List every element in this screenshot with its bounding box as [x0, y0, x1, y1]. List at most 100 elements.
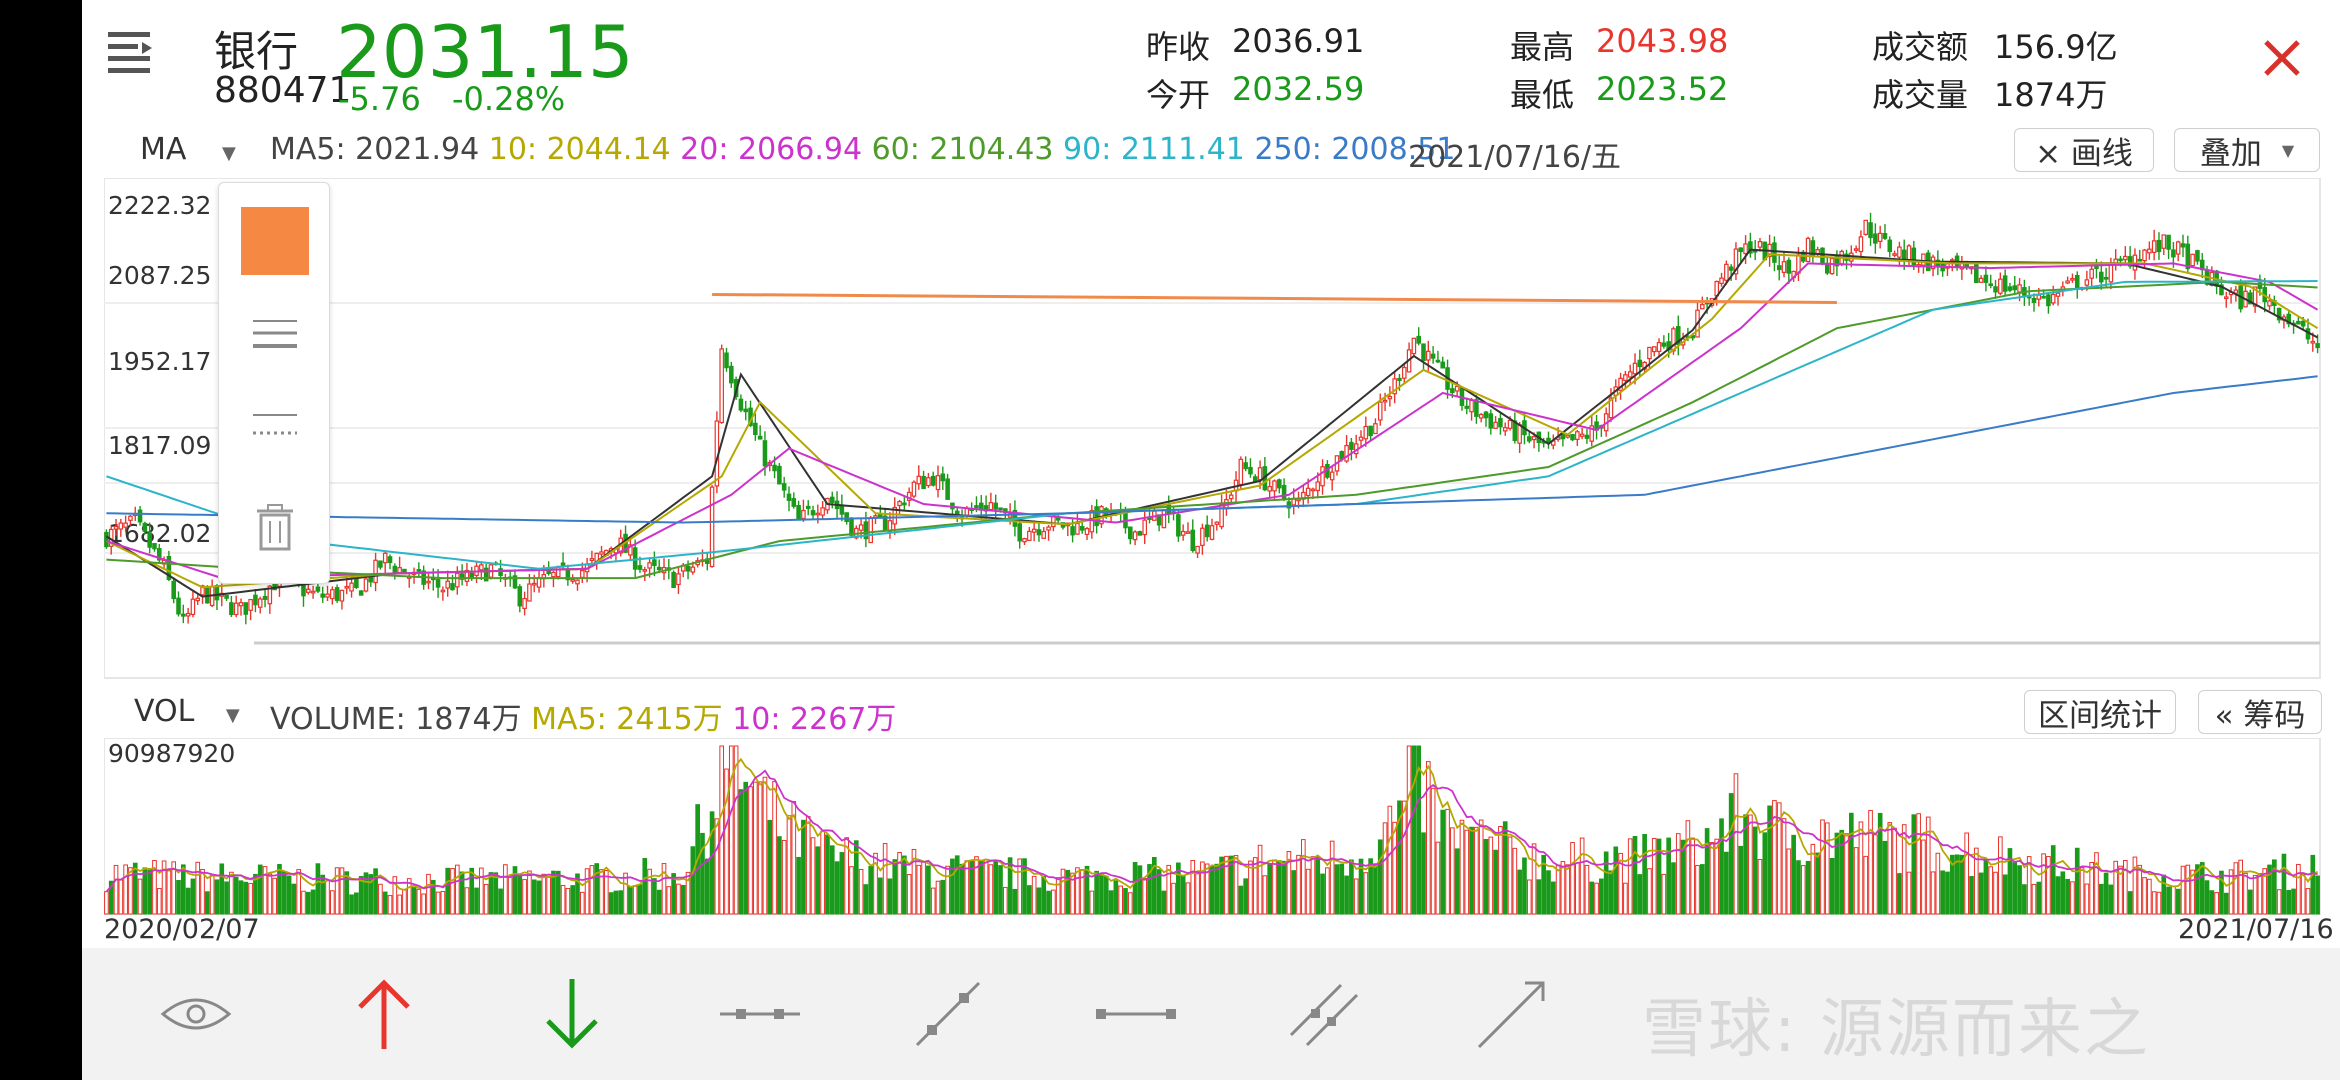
ma-line-20	[106, 262, 2319, 580]
candle-body	[517, 586, 523, 607]
arrow-down-icon[interactable]	[512, 948, 632, 1080]
chips-button[interactable]: « 筹码	[2198, 690, 2322, 734]
volume-bar	[2108, 884, 2114, 915]
candle-body	[1267, 485, 1272, 492]
volume-bar	[1334, 864, 1340, 915]
candle-body	[1070, 526, 1075, 536]
candle-body	[805, 505, 811, 509]
volume-bar	[897, 852, 902, 915]
candle-body	[1435, 359, 1441, 363]
price-change: -5.76	[338, 80, 421, 118]
volume-bar	[238, 880, 244, 915]
candle-body	[330, 589, 335, 600]
line-style-icon[interactable]	[241, 405, 309, 445]
arrow-up-icon[interactable]	[324, 948, 444, 1080]
volume-bar	[704, 858, 710, 915]
candle-body	[1190, 529, 1196, 552]
volume-bar	[1483, 839, 1489, 915]
diagonal-segment-icon[interactable]	[888, 948, 1008, 1080]
volume-bar	[1517, 869, 1522, 915]
line-color-swatch[interactable]	[241, 207, 309, 275]
candle-body	[498, 568, 503, 577]
segment-line-icon[interactable]	[700, 948, 820, 1080]
trash-icon[interactable]	[253, 503, 297, 553]
volume-bar	[137, 878, 143, 915]
menu-icon[interactable]	[108, 30, 154, 74]
volume-bar	[1752, 826, 1758, 915]
candle-body	[1238, 458, 1244, 486]
candle-body	[2276, 307, 2282, 321]
volume-bar	[1699, 864, 1705, 915]
candle-body	[1498, 417, 1503, 428]
overlay-button-label: 叠加	[2199, 135, 2262, 172]
candle-body	[993, 502, 998, 510]
stock-name: 银行	[214, 27, 299, 76]
overlay-button[interactable]: 叠加 ▼	[2174, 128, 2320, 172]
volume-bar	[1829, 857, 1835, 915]
volume-bar	[594, 863, 600, 915]
vol-values: VOLUME: 1874万 MA5: 2415万 10: 2267万	[270, 694, 896, 738]
volume-bar	[2262, 868, 2268, 915]
candle-body	[1570, 433, 1575, 441]
volume-bar	[1089, 890, 1095, 915]
volume-bar	[185, 887, 191, 915]
volume-bar	[1320, 873, 1325, 915]
range-stats-button[interactable]: 区间统计	[2024, 690, 2176, 734]
volume-bar	[1815, 852, 1821, 915]
drawn-horizontal-line[interactable]	[712, 292, 1837, 304]
candle-body	[1776, 265, 1782, 271]
close-icon[interactable]	[2262, 38, 2302, 78]
ray-line-icon[interactable]	[1452, 948, 1572, 1080]
volume-bar	[652, 878, 657, 915]
volume-bar	[868, 865, 874, 915]
volume-bar	[1781, 818, 1787, 915]
volume-bar	[2228, 869, 2234, 915]
volume-bar	[272, 877, 277, 915]
volume-chart[interactable]: 90987920	[103, 737, 2322, 916]
volume-bar	[608, 892, 614, 915]
eye-icon[interactable]	[136, 948, 256, 1080]
volume-bar	[728, 745, 734, 915]
candle-body	[1017, 523, 1023, 542]
candle-body	[229, 602, 234, 616]
candle-body	[1161, 509, 1167, 529]
volume-bar	[1685, 820, 1691, 915]
volume-bar	[147, 868, 152, 915]
volume-bar	[479, 867, 484, 915]
volume-bar	[469, 867, 475, 915]
candle-body	[2219, 284, 2224, 296]
volume-bar	[1935, 852, 1941, 915]
volume-bar	[1925, 816, 1931, 915]
volume-bar	[599, 869, 604, 915]
horizontal-line-icon[interactable]	[1076, 948, 1196, 1080]
candle-body	[1286, 501, 1292, 509]
volume-bar	[1228, 855, 1234, 915]
candle-body	[1315, 481, 1321, 492]
parallel-lines-icon[interactable]	[1264, 948, 1384, 1080]
volume-bar	[1392, 821, 1397, 915]
volume-bar	[363, 872, 369, 915]
volume-bar	[2180, 865, 2186, 915]
volume-bar	[1147, 864, 1152, 915]
volume-bar	[1286, 851, 1292, 915]
volume-bar	[281, 871, 287, 915]
volume-bar	[296, 869, 302, 915]
volume-bar	[1329, 840, 1335, 915]
draw-line-button[interactable]: × 画线	[2014, 128, 2154, 172]
volume-bar	[1041, 875, 1047, 915]
volume-bar	[1656, 838, 1662, 915]
candle-body	[1748, 241, 1753, 254]
ma-selector[interactable]: MA ▼	[140, 132, 236, 167]
volume-bar	[2151, 891, 2157, 915]
line-width-icon[interactable]	[241, 313, 309, 353]
volume-bar	[1954, 854, 1960, 915]
volume-bar	[642, 858, 648, 915]
volume-bar	[233, 876, 239, 915]
candle-body	[858, 524, 864, 531]
candlestick-chart[interactable]: 2222.32 2087.25 1952.17 1817.09 1682.02	[103, 177, 2322, 680]
vol-selector[interactable]: VOL ▼	[134, 694, 240, 729]
volume-bar	[820, 830, 825, 915]
candle-body	[2195, 250, 2200, 262]
candle-body	[1401, 366, 1407, 379]
volume-bar	[1921, 839, 1926, 915]
